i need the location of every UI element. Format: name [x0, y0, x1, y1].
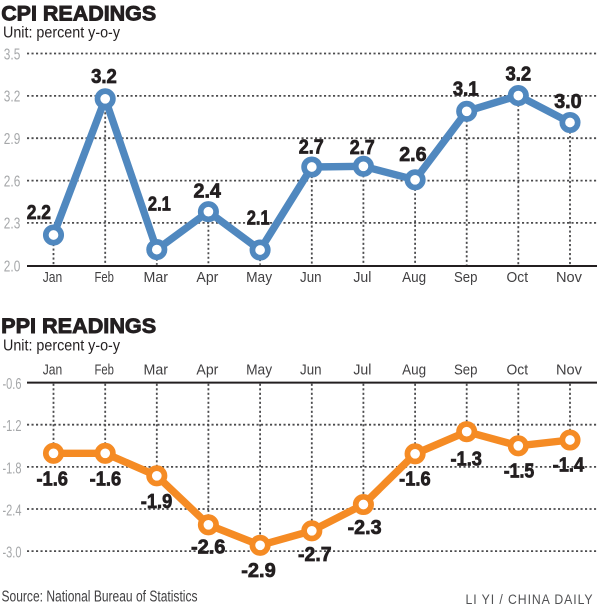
svg-text:2.6: 2.6 [4, 173, 21, 190]
svg-text:Jan: Jan [43, 270, 63, 286]
svg-text:Sep: Sep [454, 363, 478, 379]
svg-text:Aug: Aug [402, 363, 426, 379]
svg-text:May: May [246, 363, 273, 379]
svg-text:-1.6: -1.6 [90, 469, 122, 491]
svg-text:-1.2: -1.2 [3, 418, 22, 435]
svg-text:PPI READINGS: PPI READINGS [1, 314, 156, 338]
svg-text:Source: National Bureau of Sta: Source: National Bureau of Statistics [2, 589, 198, 606]
svg-text:Unit: percent y-o-y: Unit: percent y-o-y [3, 337, 120, 354]
svg-text:-0.6: -0.6 [3, 376, 22, 393]
svg-text:3.2: 3.2 [505, 63, 531, 85]
svg-text:Feb: Feb [94, 270, 114, 286]
svg-text:2.7: 2.7 [350, 137, 375, 159]
svg-text:Oct: Oct [507, 363, 529, 379]
svg-text:2.2: 2.2 [27, 202, 51, 224]
svg-text:Aug: Aug [402, 270, 426, 286]
svg-text:-2.3: -2.3 [348, 517, 382, 539]
svg-text:Feb: Feb [94, 363, 114, 379]
svg-text:3.0: 3.0 [554, 91, 581, 113]
svg-text:-1.6: -1.6 [399, 469, 431, 491]
svg-text:2.4: 2.4 [194, 181, 222, 203]
svg-text:-2.4: -2.4 [3, 503, 22, 520]
svg-text:Mar: Mar [144, 363, 169, 379]
svg-text:2.7: 2.7 [299, 137, 324, 159]
svg-text:Nov: Nov [556, 270, 583, 286]
svg-text:Jul: Jul [353, 270, 371, 286]
svg-text:-2.7: -2.7 [298, 544, 332, 566]
svg-text:-3.0: -3.0 [3, 545, 22, 562]
svg-text:Unit: percent y-o-y: Unit: percent y-o-y [3, 25, 120, 42]
svg-text:-2.9: -2.9 [241, 560, 276, 582]
svg-text:LI YI / CHINA DAILY: LI YI / CHINA DAILY [466, 592, 594, 607]
svg-text:Apr: Apr [196, 363, 218, 379]
svg-text:-1.3: -1.3 [450, 449, 482, 471]
svg-text:-1.6: -1.6 [36, 469, 68, 491]
svg-text:Sep: Sep [454, 270, 478, 286]
svg-text:Jun: Jun [300, 270, 322, 286]
svg-text:2.1: 2.1 [247, 207, 270, 229]
svg-text:Oct: Oct [507, 270, 529, 286]
svg-text:-1.8: -1.8 [3, 460, 22, 477]
svg-text:2.1: 2.1 [148, 193, 171, 215]
svg-text:Jul: Jul [353, 363, 371, 379]
svg-text:-1.9: -1.9 [141, 491, 173, 513]
svg-text:2.3: 2.3 [4, 216, 21, 233]
svg-text:Jun: Jun [300, 363, 322, 379]
svg-text:Mar: Mar [144, 270, 169, 286]
svg-text:3.2: 3.2 [91, 66, 117, 88]
svg-text:3.1: 3.1 [453, 78, 479, 100]
svg-text:Jan: Jan [43, 363, 63, 379]
svg-text:CPI READINGS: CPI READINGS [1, 2, 156, 26]
svg-text:3.5: 3.5 [4, 46, 21, 63]
svg-text:Nov: Nov [556, 363, 583, 379]
svg-text:2.0: 2.0 [4, 259, 21, 276]
svg-text:2.6: 2.6 [399, 144, 426, 166]
svg-text:May: May [246, 270, 273, 286]
svg-text:2.9: 2.9 [4, 131, 21, 148]
svg-text:-2.6: -2.6 [191, 536, 226, 558]
svg-text:Apr: Apr [196, 270, 218, 286]
svg-text:-1.4: -1.4 [553, 455, 585, 477]
svg-text:3.2: 3.2 [4, 89, 21, 106]
svg-text:-1.5: -1.5 [504, 461, 535, 483]
